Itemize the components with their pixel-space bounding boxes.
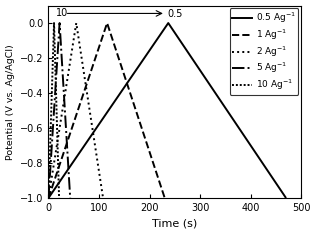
Text: 0.5: 0.5 bbox=[167, 9, 183, 19]
Text: 10: 10 bbox=[56, 8, 68, 18]
Legend: 0.5 Ag$^{-1}$, 1 Ag$^{-1}$, 2 Ag$^{-1}$, 5 Ag$^{-1}$, 10 Ag$^{-1}$: 0.5 Ag$^{-1}$, 1 Ag$^{-1}$, 2 Ag$^{-1}$,… bbox=[230, 8, 299, 95]
Y-axis label: Potential (V vs. Ag/AgCl): Potential (V vs. Ag/AgCl) bbox=[6, 44, 15, 160]
X-axis label: Time (s): Time (s) bbox=[152, 219, 198, 228]
